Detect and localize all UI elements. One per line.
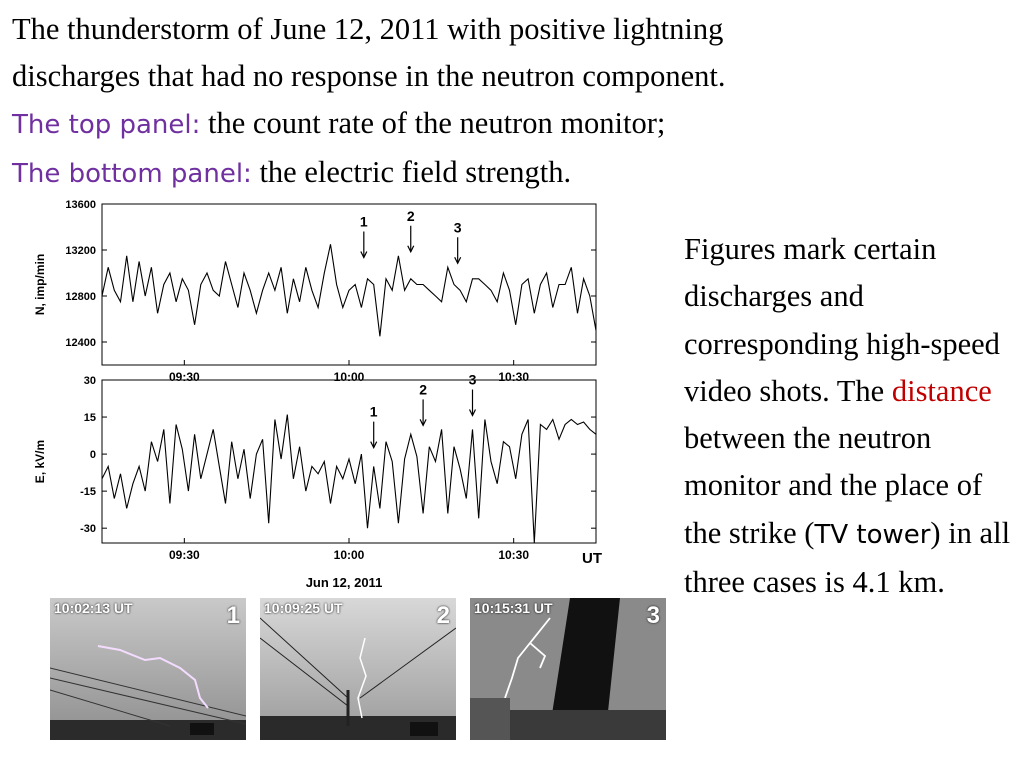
- video-shot-2-time: 10:09:25 UT: [264, 600, 343, 616]
- video-shot-2-number: 2: [436, 602, 450, 629]
- chart-figure: 12400 12800 13200 13600 09:30 10:00 10:30 N, im…: [33, 199, 602, 590]
- video-shot-1-image: [50, 598, 246, 740]
- bottom-series-line: [101, 414, 597, 544]
- top-y-tick-label: 13600: [65, 199, 96, 211]
- video-shot-3-time: 10:15:31 UT: [474, 600, 553, 616]
- top-y-tick-label: 13200: [65, 245, 96, 257]
- bottom-y-axis-label: E, kV/m: [33, 440, 47, 483]
- bottom-date-label: Jun 12, 2011: [306, 575, 383, 590]
- bottom-y-tick-label: -15: [80, 486, 96, 498]
- top-x-tick-label: 10:30: [498, 370, 529, 384]
- bottom-panel-label: The bottom panel:: [12, 159, 252, 189]
- bottom-marker-arrowhead: [370, 441, 378, 449]
- top-marker-label: 2: [407, 208, 415, 224]
- top-marker-label: 3: [454, 219, 462, 235]
- bottom-marker-label: 3: [469, 372, 477, 388]
- video-shot-3-number: 3: [646, 602, 660, 629]
- slide-heading: The thunderstorm of June 12, 2011 with p…: [12, 6, 1012, 198]
- heading-line-3: The top panel: the count rate of the neu…: [12, 100, 1012, 149]
- side-text-part-1: Figures mark certain discharges and corr…: [684, 232, 1000, 408]
- side-text-part-3: ) in all three cases is 4.1 km.: [684, 515, 1011, 600]
- bottom-x-tick-label: 09:30: [169, 548, 200, 562]
- bottom-panel-field-chart: -30 -15 0 15 30 09:30 10:00 10:30 E, kV/m UT Jun 1…: [33, 372, 602, 590]
- bottom-panel-text: the electric field strength.: [251, 155, 572, 189]
- video-shot-3: 10:15:31 UT 3: [470, 598, 666, 740]
- top-y-tick-label: 12400: [65, 337, 96, 349]
- bottom-x-tick-label: 10:00: [334, 548, 365, 562]
- top-marker-label: 1: [360, 214, 368, 230]
- video-shot-2-image: [260, 598, 456, 740]
- bottom-marker-arrowhead: [468, 409, 477, 417]
- top-x-tick-label: 10:00: [334, 370, 365, 384]
- bottom-marker-arrowhead: [419, 419, 427, 427]
- video-shot-1: 10:02:13 UT 1: [50, 598, 246, 740]
- top-x-tick-label: 09:30: [169, 370, 200, 384]
- bottom-marker-label: 2: [419, 381, 427, 397]
- side-description: Figures mark certain discharges and corr…: [684, 226, 1019, 606]
- heading-line-4: The bottom panel: the electric field str…: [12, 149, 1012, 198]
- bottom-y-tick-label: 30: [84, 375, 96, 387]
- top-marker-arrowhead: [454, 256, 462, 265]
- tv-tower-word: TV tower: [814, 519, 931, 550]
- top-marker-arrowhead: [360, 251, 368, 259]
- top-y-tick-label: 12800: [65, 291, 96, 303]
- bottom-x-axis-label: UT: [582, 550, 602, 567]
- heading-line-2: discharges that had no response in the n…: [12, 59, 726, 93]
- distance-word: distance: [891, 373, 992, 408]
- top-panel-neutron-chart: 12400 12800 13200 13600 09:30 10:00 10:30 N, im…: [33, 199, 597, 384]
- bottom-plot-frame: [101, 379, 597, 544]
- top-marker-arrowhead: [407, 245, 415, 254]
- bottom-y-tick-label: 15: [84, 412, 96, 424]
- video-shot-1-time: 10:02:13 UT: [54, 600, 133, 616]
- bottom-marker-label: 1: [370, 404, 378, 420]
- video-shot-1-number: 1: [226, 602, 240, 629]
- bottom-y-tick-label: -30: [80, 523, 96, 535]
- bottom-y-tick-label: 0: [90, 449, 96, 461]
- top-panel-label: The top panel:: [12, 110, 201, 140]
- top-y-axis-label: N, imp/min: [33, 254, 47, 315]
- video-shot-2: 10:09:25 UT 2: [260, 598, 456, 740]
- top-panel-text: the count rate of the neutron monitor;: [200, 106, 666, 140]
- bottom-x-tick-label: 10:30: [498, 548, 529, 562]
- heading-line-1: The thunderstorm of June 12, 2011 with p…: [12, 12, 724, 46]
- side-text-part-2: between the neutron monitor and the plac…: [684, 421, 983, 550]
- top-series-line: [101, 244, 597, 337]
- video-shot-3-image: [470, 598, 666, 740]
